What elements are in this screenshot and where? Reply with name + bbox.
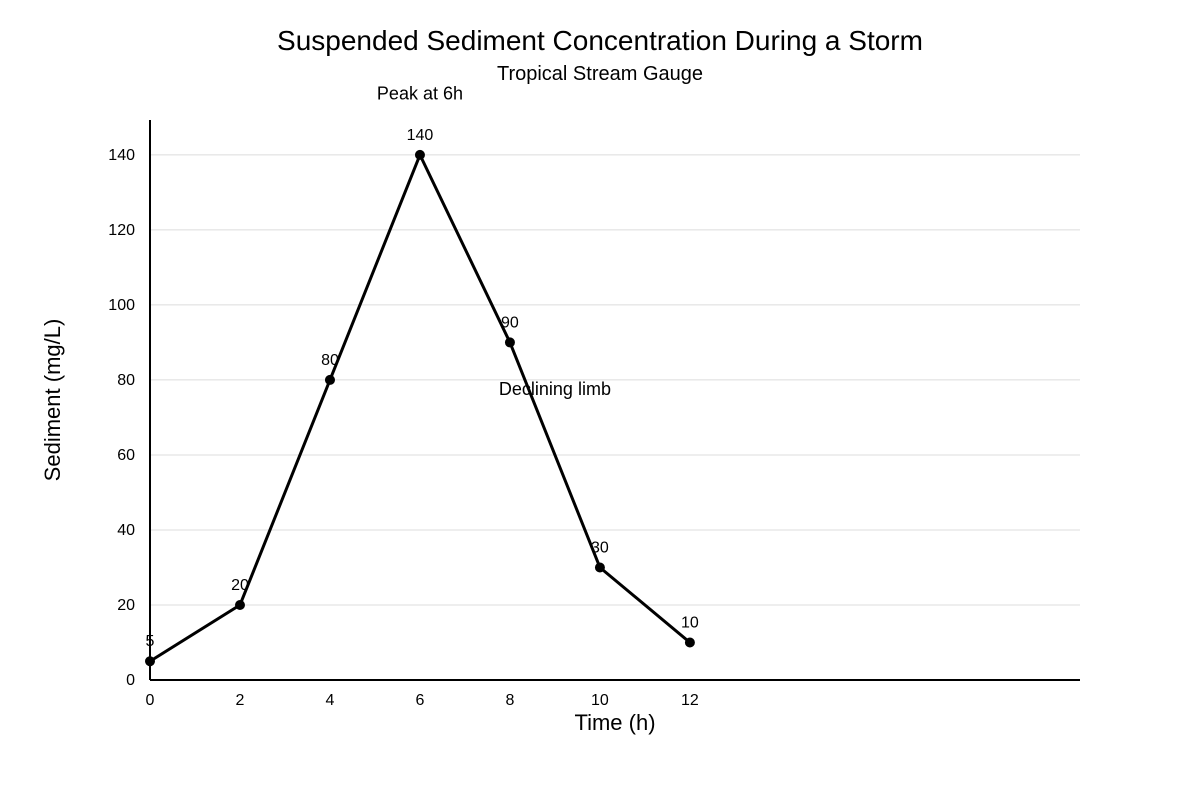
data-point-8h (504, 337, 515, 348)
y-tick-label-120: 120 (108, 222, 135, 239)
x-tick-label-4: 4 (326, 692, 335, 709)
x-tick-label-12: 12 (681, 692, 699, 709)
x-tick-label-6: 6 (416, 692, 425, 709)
x-tick-label-0: 0 (146, 692, 155, 709)
data-label-10h: 30 (591, 539, 609, 556)
data-point-10h (594, 562, 605, 573)
y-tick-label-40: 40 (117, 522, 135, 539)
data-label-2h: 20 (231, 577, 249, 594)
chart-title: Suspended Sediment Concentration During … (277, 25, 923, 56)
y-tick-label-140: 140 (108, 147, 135, 164)
y-tick-label-60: 60 (117, 447, 135, 464)
x-tick-label-2: 2 (236, 692, 245, 709)
x-tick-label-10: 10 (591, 692, 609, 709)
data-point-4h (324, 374, 335, 385)
data-point-6h (414, 149, 425, 160)
data-point-12h (684, 637, 695, 648)
y-axis-label: Sediment (mg/L) (40, 319, 65, 482)
x-tick-label-8: 8 (505, 692, 514, 709)
data-label-0h: 5 (146, 633, 155, 650)
data-label-12h: 10 (681, 614, 699, 631)
axes: 0 20 40 60 80 100 120 140 0 2 4 6 8 10 12 (108, 120, 1080, 709)
y-tick-label-20: 20 (117, 597, 135, 614)
x-axis-label: Time (h) (574, 710, 655, 735)
chart-subtitle: Tropical Stream Gauge (497, 63, 703, 85)
data-point-0h (145, 656, 155, 667)
data-label-4h: 80 (321, 352, 339, 369)
annotations: Peak at 6h Declining limb (377, 84, 611, 399)
series (145, 149, 695, 667)
annotation-0: Peak at 6h (377, 84, 463, 104)
annotation-1: Declining limb (499, 379, 611, 399)
y-tick-label-0: 0 (126, 672, 135, 689)
data-label-6h: 140 (407, 127, 434, 144)
data-label-8h: 90 (501, 314, 519, 331)
data-point-2h (234, 599, 245, 610)
y-tick-label-100: 100 (108, 297, 135, 314)
data-labels: 5 20 80 140 90 30 10 (146, 127, 699, 650)
y-tick-label-80: 80 (117, 372, 135, 389)
gridlines (150, 154, 1080, 606)
